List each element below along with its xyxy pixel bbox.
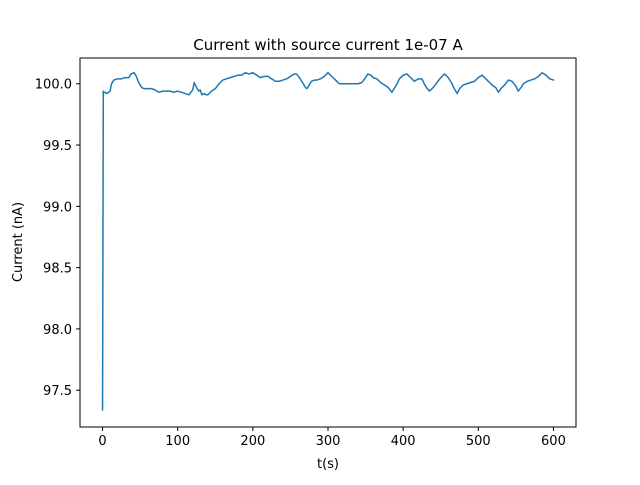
x-tick-label: 200 — [240, 434, 265, 449]
y-tick-label: 98.0 — [43, 323, 72, 338]
x-axis-ticks: 0 100 200 300 400 500 600 — [98, 427, 566, 449]
x-axis-label: t(s) — [317, 457, 339, 472]
series-layer — [101, 71, 555, 411]
series-line-0 — [101, 71, 555, 411]
y-tick-label: 98.5 — [43, 262, 72, 277]
chart-title: Current with source current 1e-07 A — [193, 36, 463, 54]
y-tick-label: 99.0 — [43, 200, 72, 215]
y-axis-label: Current (nA) — [11, 202, 26, 282]
plot-area: 0 100 200 300 400 500 600 97.5 98.0 98.5 99.0 99.5… — [35, 57, 577, 449]
y-tick-label: 100.0 — [35, 78, 72, 93]
x-tick-label: 500 — [466, 434, 491, 449]
x-tick-label: 600 — [541, 434, 566, 449]
x-tick-label: 0 — [98, 434, 106, 449]
x-tick-label: 400 — [391, 434, 416, 449]
y-tick-label: 97.5 — [43, 384, 72, 399]
y-tick-label: 99.5 — [43, 139, 72, 154]
x-tick-label: 300 — [316, 434, 341, 449]
x-tick-label: 100 — [165, 434, 190, 449]
y-axis-ticks: 97.5 98.0 98.5 99.0 99.5 100.0 — [35, 78, 80, 399]
